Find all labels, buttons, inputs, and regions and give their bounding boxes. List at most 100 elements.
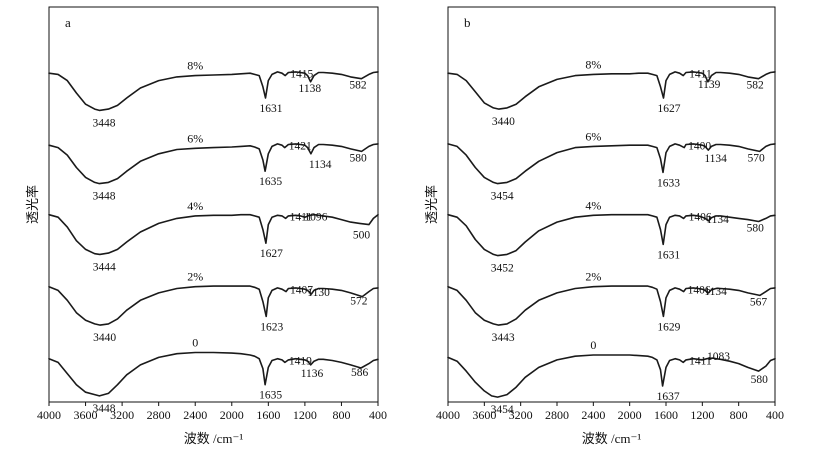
peak-label: 500 xyxy=(353,230,371,242)
x-tick-label: 2000 xyxy=(220,408,244,422)
peak-label: 570 xyxy=(748,152,766,164)
spectrum-line-0 xyxy=(447,354,776,398)
x-tick-label: 4000 xyxy=(37,408,61,422)
spectrum-line-2pct xyxy=(447,285,776,326)
peak-label: 1139 xyxy=(698,79,721,91)
x-tick-label: 2400 xyxy=(183,408,207,422)
panel-letter: a xyxy=(65,15,71,30)
peak-label: 1635 xyxy=(259,390,282,402)
spectrum-line-6pct xyxy=(48,143,379,185)
panel-letter: b xyxy=(464,15,471,30)
x-tick-label: 1600 xyxy=(256,408,280,422)
x-tick-label: 1600 xyxy=(654,408,678,422)
series-label: 4% xyxy=(585,198,601,212)
series-label: 8% xyxy=(187,59,203,73)
x-tick-label: 2400 xyxy=(581,408,605,422)
peak-label: 3454 xyxy=(491,191,514,203)
y-axis-title: 透光率 xyxy=(25,185,40,224)
peak-label: 572 xyxy=(350,296,368,308)
peak-label: 1134 xyxy=(704,286,727,298)
peak-label: 582 xyxy=(746,80,764,92)
peak-label: 1411 xyxy=(689,355,712,367)
series-label: 0 xyxy=(590,338,596,352)
x-tick-label: 2000 xyxy=(618,408,642,422)
spectrum-line-2pct xyxy=(48,285,379,326)
x-tick-label: 400 xyxy=(369,408,387,422)
spectrum-line-0 xyxy=(48,351,379,397)
spectrum-line-8pct xyxy=(447,71,776,110)
plot-frame xyxy=(48,6,379,403)
x-tick-label: 800 xyxy=(730,408,748,422)
panel-a: 4000 3600 3200 2800 2400 2000 1600 1200 800 400 波数… xyxy=(25,6,387,446)
peak-label: 3452 xyxy=(491,263,514,275)
peak-label: 582 xyxy=(349,80,367,92)
peak-label: 3448 xyxy=(92,403,115,415)
x-tick-label: 800 xyxy=(332,408,350,422)
peak-label: 3448 xyxy=(92,117,115,129)
peak-label: 3443 xyxy=(492,332,515,344)
series-label: 4% xyxy=(187,199,203,213)
x-axis-title: 波数 /cm⁻¹ xyxy=(184,431,244,446)
peak-label: 1406 xyxy=(689,211,712,223)
spectrum-line-4pct xyxy=(447,213,776,257)
peak-label: 1411 xyxy=(689,69,712,81)
peak-label: 1138 xyxy=(299,83,322,95)
peak-label: 1411 xyxy=(290,211,313,223)
peak-label: 567 xyxy=(750,296,768,308)
y-axis-title: 透光率 xyxy=(424,185,439,224)
peak-label: 580 xyxy=(350,152,368,164)
series-label: 8% xyxy=(585,57,601,71)
peak-label: 1629 xyxy=(657,321,680,333)
peak-label: 1635 xyxy=(259,176,282,188)
peak-label: 580 xyxy=(751,374,769,386)
peak-label: 1627 xyxy=(260,248,283,260)
x-tick-label: 2800 xyxy=(545,408,569,422)
peak-label: 3448 xyxy=(92,191,115,203)
x-tick-label: 2800 xyxy=(147,408,171,422)
peak-label: 586 xyxy=(351,367,369,379)
x-axis-title: 波数 /cm⁻¹ xyxy=(582,431,642,446)
peak-label: 1134 xyxy=(706,214,729,226)
peak-label: 1407 xyxy=(290,285,313,297)
peak-label: 1421 xyxy=(289,141,312,153)
peak-label: 1633 xyxy=(657,177,680,189)
series-label: 6% xyxy=(585,129,601,143)
peak-label: 1130 xyxy=(307,287,330,299)
x-tick-label: 3200 xyxy=(110,408,134,422)
peak-label: 1406 xyxy=(688,285,711,297)
spectrum-line-4pct xyxy=(48,213,379,256)
peak-label: 1623 xyxy=(260,321,283,333)
series-label: 6% xyxy=(187,131,203,145)
peak-label: 1631 xyxy=(657,249,680,261)
peak-label: 1096 xyxy=(304,212,327,224)
peak-label: 3444 xyxy=(93,261,116,273)
peak-label: 1627 xyxy=(658,103,681,115)
peak-label: 3440 xyxy=(492,116,515,128)
series-label: 2% xyxy=(187,270,203,284)
peak-label: 1415 xyxy=(290,69,313,81)
x-tick-label: 3600 xyxy=(472,408,496,422)
x-tick-label: 400 xyxy=(766,408,784,422)
peak-label: 1631 xyxy=(260,103,283,115)
series-label: 2% xyxy=(585,270,601,284)
peak-label: 580 xyxy=(747,223,765,235)
peak-label: 1134 xyxy=(704,153,727,165)
peak-label: 3440 xyxy=(93,332,116,344)
x-tick-label: 3600 xyxy=(74,408,98,422)
x-tick-label: 1200 xyxy=(293,408,317,422)
x-tick-label: 3200 xyxy=(509,408,533,422)
peak-label: 1637 xyxy=(657,391,680,403)
series-label: 0 xyxy=(192,335,198,349)
plot-frame xyxy=(447,6,776,403)
peak-label: 1400 xyxy=(688,141,711,153)
peak-label: 1083 xyxy=(707,351,730,363)
x-tick-label: 1200 xyxy=(690,408,714,422)
panel-b: 4000 3600 3200 2800 2400 2000 1600 1200 800 400 波数… xyxy=(424,6,784,446)
peak-label: 1419 xyxy=(289,355,312,367)
x-tick-label: 4000 xyxy=(436,408,460,422)
peak-label: 1134 xyxy=(309,159,332,171)
peak-label: 3454 xyxy=(491,404,514,416)
spectrum-line-8pct xyxy=(48,71,379,112)
